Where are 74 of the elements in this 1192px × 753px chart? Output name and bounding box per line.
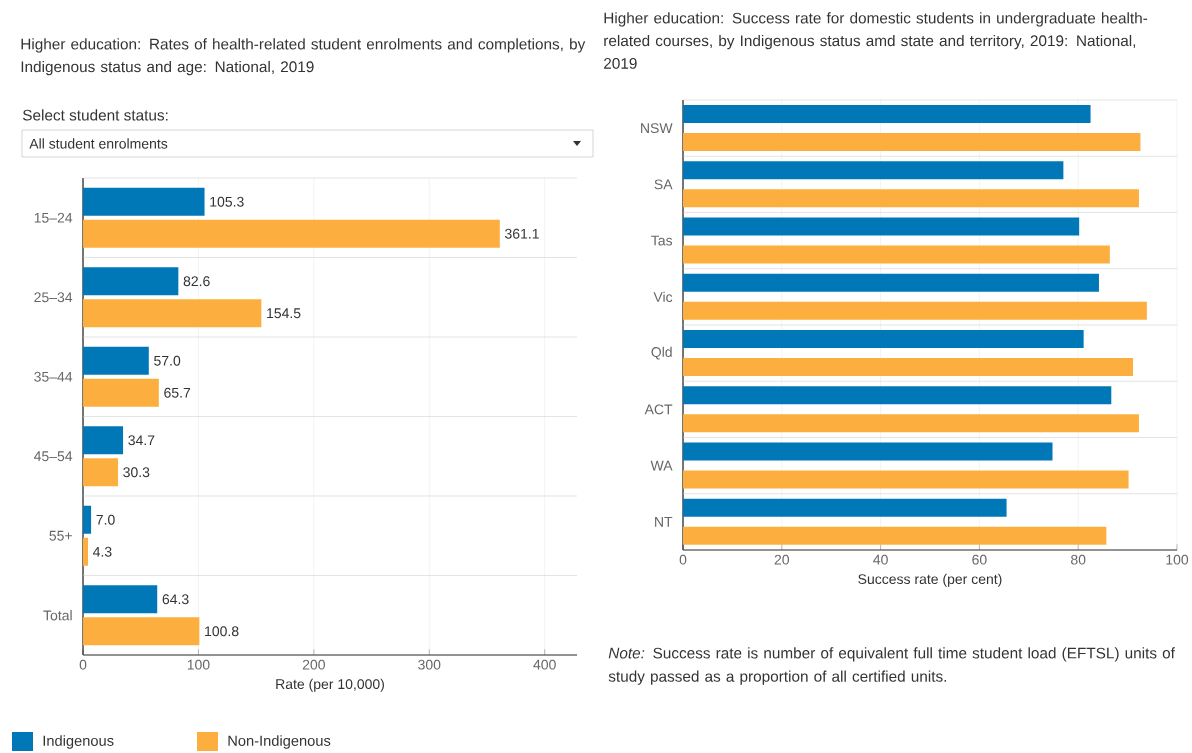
bar	[683, 245, 1110, 264]
bar	[683, 105, 1091, 124]
bar	[683, 133, 1141, 152]
x-tick-label: 20	[774, 554, 790, 565]
bar	[83, 617, 200, 646]
y-tick-label: ACT	[644, 404, 673, 415]
bar	[683, 526, 1107, 545]
x-tick-label: 40	[873, 554, 888, 565]
x-tick-label: 80	[1071, 554, 1086, 565]
bar	[83, 585, 158, 614]
chart-title: Higher education: Success rate for domestic students in undergraduate health-related courses, by Indigenous status amd state and territory, 2019: National, 2019	[604, 12, 1148, 69]
legend-label: Non-Indigenous	[228, 735, 331, 749]
bar	[683, 442, 1053, 461]
data-label: 57.0	[154, 355, 181, 366]
text: Note: Success rate is number of equivalent full time student load (EFTSL) units of study passed as a proportion of all certified units.	[608, 647, 1175, 685]
bar	[83, 426, 124, 455]
legend-label: Indigenous	[43, 735, 114, 749]
text: All student enrolments	[29, 138, 168, 149]
chart-title: Higher education: Rates of health-related student enrolments and completions, by Indigenous status and age: National, 2019	[21, 38, 586, 76]
x-axis-title: Success rate (per cent)	[858, 573, 1002, 587]
bar	[683, 161, 1064, 180]
x-tick-label: 0	[679, 554, 687, 565]
y-tick-label: 35–44	[34, 371, 73, 382]
y-tick-label: NT	[655, 517, 673, 527]
data-label: 65.7	[164, 387, 191, 398]
bar	[83, 537, 88, 566]
y-tick-label: Total	[43, 610, 72, 621]
bar	[683, 330, 1084, 349]
bar	[83, 505, 92, 534]
x-axis-title: Rate (per 10,000)	[276, 678, 384, 692]
text: Select student status:	[22, 109, 168, 121]
bar	[83, 187, 205, 216]
bar	[683, 358, 1134, 377]
y-tick-label: Qld	[651, 346, 672, 360]
data-label: 30.3	[123, 467, 150, 478]
x-tick-label: 200	[302, 659, 325, 670]
y-tick-label: NSW	[641, 123, 673, 134]
data-label: 34.7	[128, 435, 155, 446]
data-label: 82.6	[183, 276, 210, 287]
bar	[83, 378, 159, 407]
bar	[683, 386, 1112, 405]
y-tick-label: 15–24	[34, 212, 73, 223]
x-tick-label: 300	[418, 659, 441, 670]
data-label: 361.1	[505, 228, 539, 239]
bar	[683, 217, 1080, 236]
bar	[683, 301, 1147, 320]
y-tick-label: Tas	[651, 235, 673, 246]
bar	[683, 414, 1139, 433]
bar	[83, 267, 179, 296]
bar	[83, 346, 149, 375]
data-label: 105.3	[210, 196, 244, 207]
x-tick-label: 400	[533, 659, 556, 670]
bar	[83, 299, 262, 328]
data-label: 154.5	[267, 308, 301, 319]
bar	[83, 219, 500, 248]
bar	[683, 189, 1139, 208]
x-tick-label: 100	[1166, 554, 1189, 565]
bar	[683, 470, 1129, 489]
data-label: 4.3	[93, 546, 112, 557]
y-tick-label: 55+	[49, 530, 72, 541]
y-tick-label: Vic	[653, 291, 673, 303]
data-label: 7.0	[96, 514, 115, 525]
data-label: 100.8	[205, 626, 239, 637]
data-label: 64.3	[162, 594, 189, 605]
bar	[83, 458, 118, 487]
x-tick-label: 60	[972, 554, 987, 565]
y-tick-label: SA	[654, 179, 673, 190]
x-tick-label: 100	[187, 659, 210, 670]
y-tick-label: 45–54	[33, 451, 73, 462]
bar	[683, 273, 1099, 292]
bar	[683, 498, 1007, 517]
y-tick-label: WA	[650, 460, 673, 471]
x-tick-label: 0	[79, 659, 87, 670]
y-tick-label: 25–34	[34, 292, 73, 303]
